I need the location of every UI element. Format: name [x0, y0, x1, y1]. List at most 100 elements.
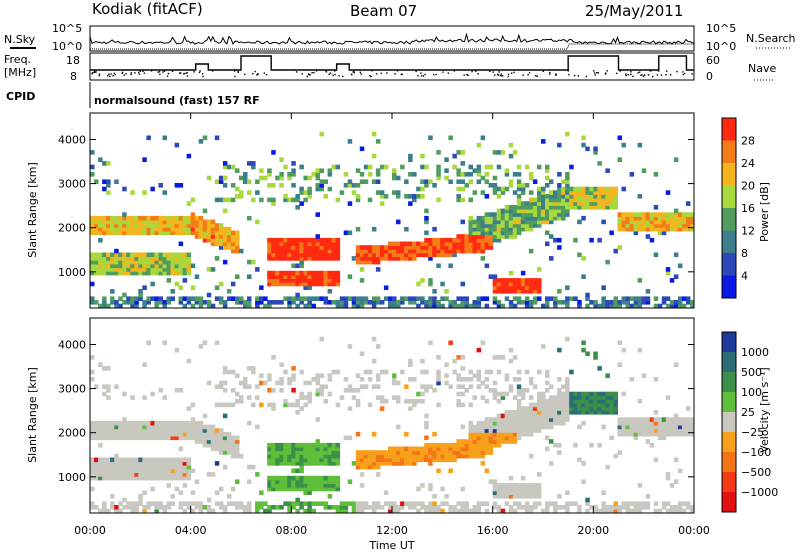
nave-dot — [422, 75, 425, 77]
velocity-cell — [235, 453, 240, 459]
velocity-cell — [452, 508, 457, 514]
power-cell — [516, 212, 522, 217]
power-cell — [359, 146, 365, 152]
power-cell — [138, 219, 143, 225]
power-cell — [520, 281, 526, 287]
power-cell — [561, 186, 566, 192]
power-cell — [315, 172, 320, 177]
power-cell — [335, 278, 341, 283]
power-cell — [291, 263, 296, 269]
velocity-cell — [230, 435, 236, 441]
power-cell — [98, 223, 103, 228]
velocity-cell — [343, 435, 349, 441]
velocity-cell — [239, 380, 244, 386]
velocity-cell — [303, 395, 308, 400]
velocity-cell — [516, 490, 522, 495]
velocity-cell — [661, 420, 667, 426]
power-cell — [311, 296, 316, 301]
power-cell — [158, 256, 163, 261]
velocity-cell — [669, 505, 675, 510]
power-cell — [621, 226, 626, 232]
velocity-cell — [299, 446, 304, 452]
power-cell — [484, 296, 490, 301]
power-cell — [589, 197, 594, 203]
velocity-cell — [577, 406, 582, 411]
power-cell — [436, 252, 441, 258]
velocity-cell — [162, 420, 167, 426]
velocity-cell — [508, 388, 514, 393]
velocity-cell — [528, 377, 534, 382]
velocity-cell — [307, 505, 312, 510]
velocity-cell — [182, 435, 188, 441]
velocity-cell — [383, 457, 389, 463]
power-cell — [673, 303, 679, 309]
nave-dot — [265, 73, 268, 76]
nave-dot — [313, 71, 315, 74]
power-cell — [303, 190, 308, 195]
velocity-cell — [512, 439, 518, 444]
velocity-cell — [222, 413, 228, 419]
power-cell — [98, 267, 103, 272]
velocity-cell — [214, 340, 220, 346]
colorbar-swatch — [722, 332, 736, 352]
power-cell — [573, 237, 578, 243]
velocity-cell — [476, 453, 482, 459]
power-cell — [166, 259, 171, 265]
power-cell — [561, 300, 566, 305]
nave-dot — [637, 72, 639, 74]
velocity-cell — [222, 439, 228, 444]
power-cell — [456, 303, 461, 309]
power-cell — [593, 300, 598, 305]
velocity-cell — [593, 402, 598, 408]
velocity-cell — [202, 439, 208, 444]
velocity-cell — [512, 395, 518, 400]
power-cell — [621, 300, 626, 305]
velocity-cell — [267, 450, 272, 455]
power-cell — [134, 267, 139, 272]
power-cell — [416, 245, 421, 250]
power-cell — [508, 212, 514, 217]
velocity-cell — [508, 358, 514, 364]
velocity-cell — [383, 453, 389, 459]
power-cell — [480, 245, 486, 250]
power-cell — [601, 201, 606, 206]
power-cell — [685, 223, 691, 228]
velocity-cell — [102, 424, 107, 430]
velocity-cell — [516, 435, 522, 441]
x-axis-label: Time UT — [368, 539, 414, 552]
power-cell — [585, 197, 590, 203]
velocity-cell — [186, 505, 192, 510]
power-cell — [492, 226, 498, 232]
velocity-cell — [444, 362, 449, 367]
power-cell — [222, 230, 228, 236]
power-cell — [287, 241, 292, 247]
velocity-cell — [464, 505, 469, 510]
velocity-cell — [299, 468, 304, 474]
power-cell — [541, 303, 546, 309]
velocity-cell — [319, 479, 324, 484]
velocity-cell — [214, 442, 220, 448]
power-cell — [251, 259, 256, 265]
power-cell — [448, 303, 453, 309]
velocity-cell — [339, 501, 345, 506]
power-cell — [170, 256, 175, 261]
velocity-cell — [541, 399, 546, 404]
power-cell — [625, 296, 630, 301]
power-cell — [355, 248, 361, 254]
velocity-cell — [545, 380, 550, 386]
power-cell — [665, 267, 671, 272]
velocity-cell — [319, 453, 324, 459]
ytick-label: 1000 — [58, 266, 86, 279]
velocity-cell — [210, 431, 216, 437]
velocity-cell — [593, 351, 598, 357]
velocity-cell — [428, 505, 433, 510]
power-cell — [408, 248, 413, 254]
velocity-cell — [492, 483, 498, 488]
velocity-cell — [359, 450, 365, 455]
power-cell — [565, 190, 570, 195]
power-cell — [267, 256, 272, 261]
power-cell — [106, 183, 111, 188]
power-cell — [271, 270, 276, 276]
velocity-cell — [186, 358, 192, 364]
